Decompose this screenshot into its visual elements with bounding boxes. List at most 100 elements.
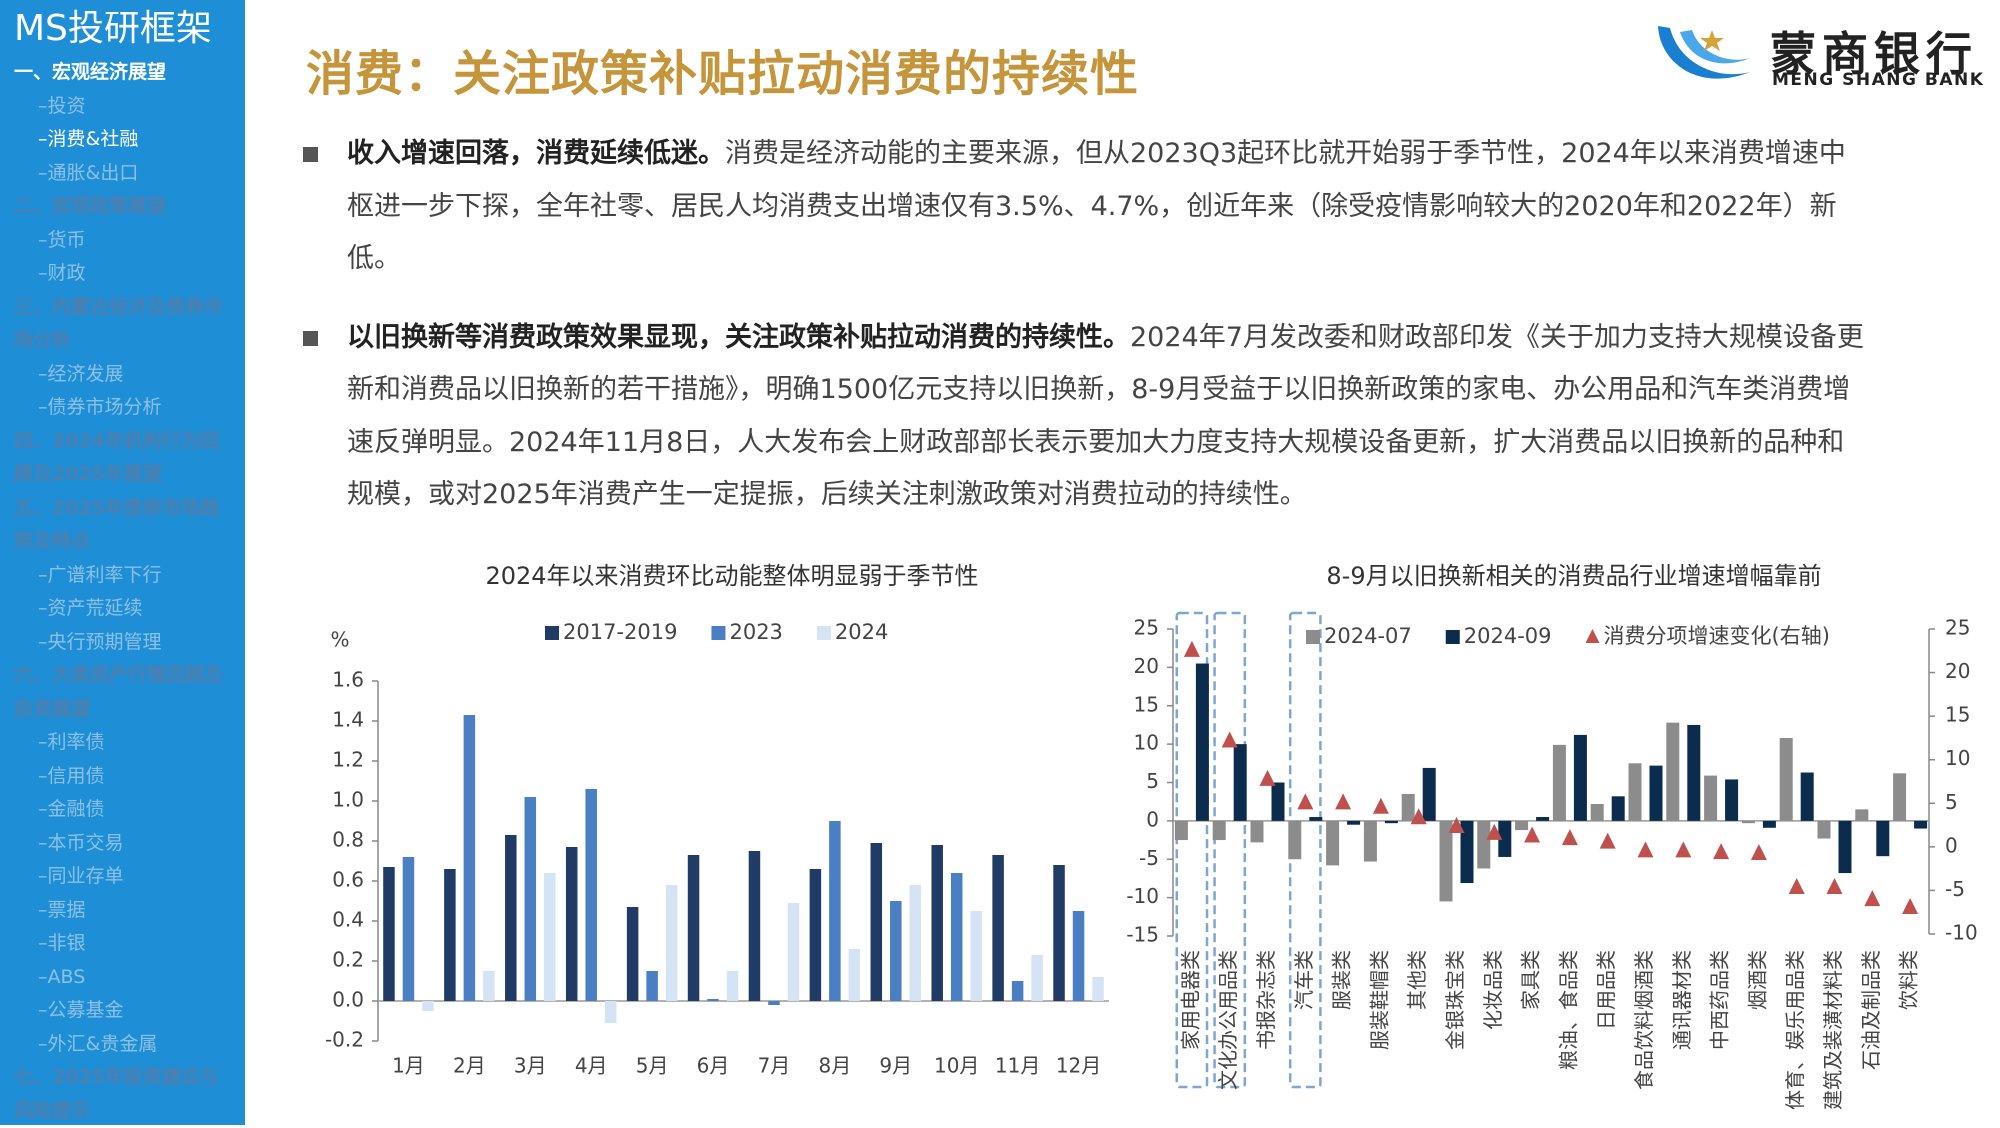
nav-item[interactable]: –票据 <box>38 898 86 921</box>
y-tick-label: 0.0 <box>332 988 364 1012</box>
triangle-marker <box>1372 797 1389 814</box>
bar <box>1628 763 1642 821</box>
y-tick-label: -15 <box>1126 923 1159 947</box>
nav-item[interactable]: –同业存单 <box>38 865 124 887</box>
nav-item[interactable]: –外汇&贵金属 <box>38 1032 158 1055</box>
bar <box>909 885 922 1001</box>
bar <box>1515 820 1529 831</box>
bar <box>1590 803 1604 821</box>
nav-item[interactable]: –资产荒延续 <box>38 597 143 619</box>
nav-item[interactable]: –财政 <box>38 262 86 284</box>
bar <box>604 1001 617 1023</box>
nav-item[interactable]: –货币 <box>38 228 86 251</box>
x-tick-label: 其他类 <box>1405 950 1429 1010</box>
x-tick-label: 中西药品类 <box>1708 950 1732 1050</box>
legend-label: 消费分项增速变化(右轴) <box>1604 624 1830 648</box>
nav-section[interactable]: 六、大类资产行情回顾及投资展望 <box>14 664 224 720</box>
nav-item[interactable]: –利率债 <box>38 731 105 753</box>
bullet-lead: 收入增速回落，消费延续低迷。 <box>347 138 725 169</box>
bar <box>1725 779 1739 821</box>
triangle-marker <box>1259 769 1276 786</box>
bar <box>585 789 597 1001</box>
bar <box>687 855 700 1001</box>
bar <box>1072 911 1085 1001</box>
nav-item[interactable]: –通胀&出口 <box>38 161 139 184</box>
bar <box>1250 820 1264 843</box>
logo-name: 蒙商银行 <box>1770 27 1978 81</box>
x-tick-label: 文化办公用品类 <box>1216 950 1240 1090</box>
y-tick-label: 1.4 <box>332 708 364 732</box>
y-tick-label: 0 <box>1146 807 1159 831</box>
bar <box>950 873 963 1001</box>
bar <box>1552 744 1566 821</box>
triangle-marker <box>1788 877 1805 894</box>
bar <box>544 873 556 1001</box>
triangle-marker <box>1637 841 1654 858</box>
y2-tick-label: -10 <box>1945 921 1978 945</box>
nav-section[interactable]: 一、宏观经济展望 <box>14 61 167 83</box>
bar <box>1687 724 1701 821</box>
bar <box>463 715 476 1001</box>
nav-item[interactable]: –ABS <box>38 965 86 988</box>
nav-section[interactable]: 二、宏观政策展望 <box>14 195 167 217</box>
bar <box>1855 809 1869 821</box>
bar <box>1893 773 1907 821</box>
bar <box>1011 981 1024 1001</box>
triangle-marker <box>1297 793 1314 810</box>
bar <box>483 971 495 1001</box>
triangle-marker <box>1448 816 1465 833</box>
bar <box>626 907 639 1001</box>
triangle-marker <box>1826 877 1843 894</box>
y-tick-label: 0.2 <box>332 948 364 972</box>
bar <box>1666 722 1680 821</box>
legend-label: 2024-07 <box>1324 624 1412 648</box>
x-tick-label: 服装类 <box>1330 950 1354 1010</box>
bar <box>1031 955 1043 1001</box>
nav-item[interactable]: –非银 <box>38 932 86 954</box>
bar <box>992 855 1004 1001</box>
x-tick-label: 烟酒类 <box>1745 950 1769 1010</box>
bar <box>1288 820 1302 860</box>
x-tick-label: 5月 <box>636 1054 669 1078</box>
bar <box>1439 820 1453 902</box>
x-tick-label: 汽车类 <box>1292 950 1316 1010</box>
bullet-text: 以旧换新等消费政策效果显现，关注政策补贴拉动消费的持续性。2024年7月发改委和… <box>347 312 1870 522</box>
bar <box>444 869 456 1001</box>
x-tick-label: 10月 <box>934 1054 979 1078</box>
y2-tick-label: 10 <box>1945 746 1970 770</box>
bar <box>809 869 822 1001</box>
logo-icon <box>1658 26 1750 79</box>
bar <box>1800 772 1814 821</box>
triangle-marker <box>1713 843 1730 860</box>
nav-section[interactable]: 五、2025年债券市场趋势及特点 <box>14 496 219 553</box>
nav-item[interactable]: –经济发展 <box>38 362 124 385</box>
nav-item[interactable]: –投资 <box>38 94 86 117</box>
bar <box>665 885 678 1001</box>
nav-item[interactable]: –广谱利率下行 <box>38 563 162 586</box>
bar <box>1914 820 1928 829</box>
nav-item[interactable]: –信用债 <box>38 764 105 787</box>
sidebar-title: MS投研框架 <box>14 8 212 49</box>
y2-tick-label: -5 <box>1945 877 1965 901</box>
nav-section[interactable]: 三、内蒙古经济及债券市场分析 <box>14 295 224 352</box>
bar <box>970 911 982 1001</box>
y-tick-label: 20 <box>1134 654 1159 678</box>
nav-item[interactable]: –公募基金 <box>38 999 124 1021</box>
y-tick-label: 25 <box>1134 616 1159 640</box>
x-tick-label: 金银珠宝类 <box>1443 950 1467 1050</box>
x-tick-label: 体育、娱乐用品类 <box>1783 950 1807 1110</box>
legend-marker <box>1306 630 1320 644</box>
nav-item[interactable]: –本币交易 <box>38 831 124 854</box>
nav-item[interactable]: –消费&社融 <box>38 128 139 150</box>
nav-item[interactable]: –债券市场分析 <box>38 396 162 418</box>
nav-item[interactable]: –央行预期管理 <box>38 630 162 653</box>
x-tick-label: 1月 <box>392 1054 425 1078</box>
nav-section[interactable]: 七、2025年投资建议与风险提示 <box>14 1066 219 1122</box>
bar <box>1779 737 1793 821</box>
bar <box>1477 820 1491 869</box>
nav-section[interactable]: 四、2024年机构行为回顾及2025年展望 <box>14 429 219 486</box>
triangle-marker <box>1864 890 1881 907</box>
bar <box>1876 820 1890 857</box>
slide-title: 消费：关注政策补贴拉动消费的持续性 <box>306 46 1140 102</box>
nav-item[interactable]: –金融债 <box>38 798 105 820</box>
